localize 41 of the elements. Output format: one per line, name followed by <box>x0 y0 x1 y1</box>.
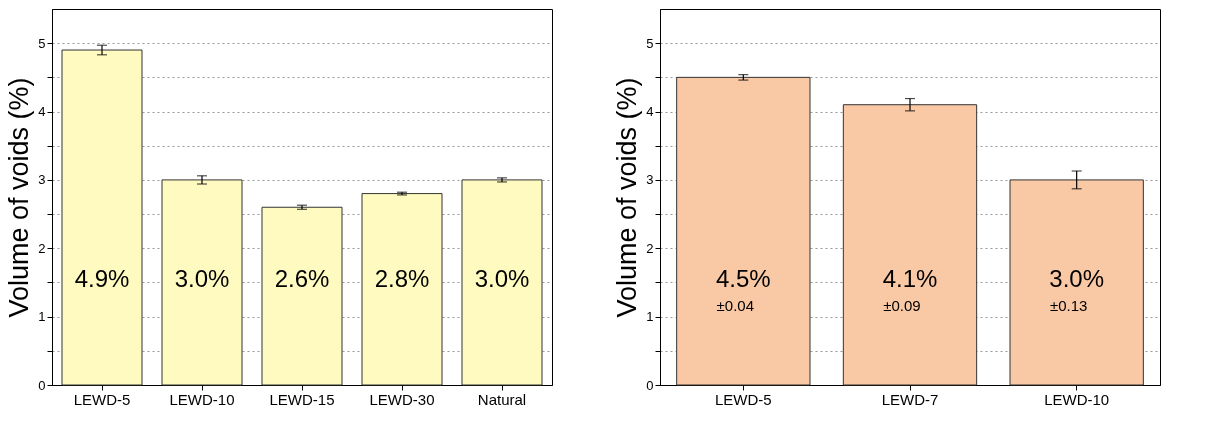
x-tick-label: LEWD-5 <box>714 390 772 408</box>
y-tick-label: 5 <box>646 35 654 51</box>
data-label: 2.6% <box>274 264 330 292</box>
y-tick-label: 0 <box>38 377 46 393</box>
data-label: 3.0% <box>474 264 530 292</box>
x-tick-label: LEWD-30 <box>369 390 435 408</box>
data-label: 4.5% <box>715 264 771 292</box>
x-tick-label: LEWD-15 <box>269 390 335 408</box>
y-tick-label: 2 <box>38 240 46 256</box>
data-label: 3.0% <box>174 264 230 292</box>
x-tick-label: LEWD-7 <box>881 390 939 408</box>
y-tick-label: 4 <box>38 104 46 120</box>
data-label: 4.1% <box>882 264 938 292</box>
y-axis-title: Volume of voids (%) <box>4 77 35 318</box>
data-label: 2.8% <box>374 264 430 292</box>
y-tick-label: 0 <box>646 377 654 393</box>
bar <box>1009 179 1144 386</box>
annotation: ±0.13 <box>1049 297 1088 315</box>
bar <box>842 104 978 386</box>
bar <box>161 179 243 386</box>
x-tick-label: LEWD-10 <box>169 390 235 408</box>
y-tick-label: 4 <box>646 104 654 120</box>
y-tick-label: 3 <box>38 172 46 188</box>
annotation: ±0.09 <box>883 297 921 315</box>
y-tick-label: 3 <box>646 172 654 188</box>
y-tick-label: 1 <box>38 309 46 325</box>
bar <box>361 193 443 386</box>
bar <box>61 49 143 386</box>
y-tick-label: 1 <box>646 309 654 325</box>
data-label: 4.9% <box>74 264 130 292</box>
x-tick-label: Natural <box>477 390 527 408</box>
y-tick-label: 5 <box>38 35 46 51</box>
y-tick-label: 2 <box>646 240 654 256</box>
annotation: ±0.04 <box>716 297 755 315</box>
bar <box>461 179 543 386</box>
bar <box>261 206 343 386</box>
data-label: 3.0% <box>1049 264 1105 292</box>
x-tick-label: LEWD-5 <box>73 390 131 408</box>
x-tick-label: LEWD-10 <box>1044 390 1110 408</box>
bar <box>676 76 811 386</box>
y-axis-title: Volume of voids (%) <box>612 77 643 318</box>
